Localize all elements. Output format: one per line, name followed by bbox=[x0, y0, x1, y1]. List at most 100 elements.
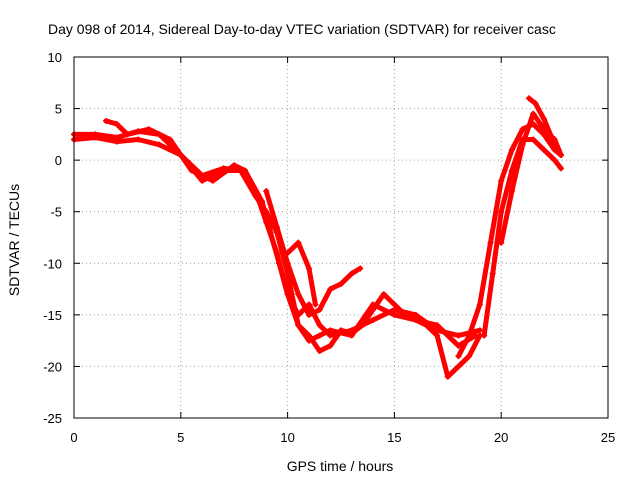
data-point-prn-c-22 bbox=[391, 301, 398, 308]
data-point-prn-c-11 bbox=[276, 260, 283, 267]
y-tick-label-0: 10 bbox=[48, 50, 62, 65]
data-point-prn-c-12 bbox=[284, 291, 291, 298]
data-point-prn-c-23 bbox=[402, 311, 409, 318]
x-tick-label-3: 15 bbox=[387, 430, 401, 445]
y-axis-ticks: 10 5 0 -5 -10 -15 -20 -25 bbox=[43, 50, 608, 426]
data-point-prn-b-22 bbox=[455, 342, 462, 349]
data-point-prn-c-17 bbox=[338, 327, 344, 334]
data-point-prn-f-5 bbox=[508, 146, 515, 153]
series-line-prn-f bbox=[456, 121, 564, 359]
data-point-prn-h-3 bbox=[530, 110, 537, 117]
y-tick-label-3: -5 bbox=[50, 205, 62, 220]
data-point-prn-a-18 bbox=[370, 317, 377, 324]
data-point-prn-a-16 bbox=[327, 332, 334, 339]
y-axis-label: SDTVAR / TECUs bbox=[6, 184, 22, 296]
data-point-prn-c-21 bbox=[380, 291, 387, 298]
data-point-prn-c-27 bbox=[444, 373, 451, 380]
data-point-prn-a-20 bbox=[412, 311, 419, 318]
data-point-prn-a-4 bbox=[156, 141, 163, 148]
data-point-prn-d-6 bbox=[327, 286, 334, 293]
data-point-prn-c-8 bbox=[241, 167, 248, 174]
series-line-prn-g bbox=[481, 137, 564, 338]
y-tick-label-5: -15 bbox=[43, 308, 62, 323]
data-point-prn-c-4 bbox=[167, 136, 174, 143]
data-point-prn-d-1 bbox=[273, 224, 280, 231]
data-point-prn-g-7 bbox=[551, 157, 558, 164]
data-point-prn-c-24 bbox=[412, 317, 419, 324]
data-point-prn-e-1 bbox=[295, 239, 302, 246]
data-point-prn-f-6 bbox=[519, 126, 526, 133]
data-point-prn-g-0 bbox=[481, 332, 488, 339]
y-tick-label-1: 5 bbox=[55, 102, 62, 117]
data-point-prn-c-25 bbox=[423, 322, 430, 329]
data-point-prn-i-2 bbox=[540, 115, 547, 122]
data-point-prn-h-1 bbox=[508, 188, 515, 195]
data-point-prn-d-0 bbox=[263, 188, 270, 195]
data-point-prn-c-14 bbox=[305, 332, 312, 339]
series-line-prn-e bbox=[285, 240, 318, 307]
data-point-prn-c-26 bbox=[434, 332, 441, 339]
data-point-prn-c-13 bbox=[295, 322, 302, 329]
data-point-prn-c-3 bbox=[145, 126, 152, 133]
y-tick-label-7: -25 bbox=[43, 411, 62, 426]
y-tick-label-4: -10 bbox=[43, 256, 62, 271]
data-point-prn-e-3 bbox=[312, 301, 319, 308]
data-point-prn-c-1 bbox=[113, 121, 120, 128]
data-point-prn-f-4 bbox=[498, 177, 505, 184]
data-point-prn-g-6 bbox=[540, 146, 547, 153]
data-point-prn-d-2 bbox=[284, 260, 291, 267]
data-point-prn-c-9 bbox=[258, 198, 265, 205]
data-point-prn-c-0 bbox=[103, 117, 110, 124]
data-point-prn-c-19 bbox=[359, 322, 366, 329]
data-point-prn-f-1 bbox=[466, 332, 473, 339]
series-line-prn-d bbox=[263, 188, 363, 318]
x-axis-ticks: 0 5 10 15 20 25 bbox=[70, 57, 615, 445]
data-point-prn-a-6 bbox=[199, 177, 206, 184]
data-point-prn-c-18 bbox=[348, 330, 355, 337]
data-point-prn-g-3 bbox=[508, 167, 515, 174]
data-point-prn-b-19 bbox=[391, 311, 398, 318]
data-point-prn-b-15 bbox=[316, 332, 323, 339]
x-tick-label-2: 10 bbox=[280, 430, 294, 445]
data-point-prn-c-15 bbox=[316, 347, 323, 354]
chart-title: Day 098 of 2014, Sidereal Day-to-day VTE… bbox=[48, 21, 556, 37]
data-point-prn-c-2 bbox=[124, 131, 131, 138]
data-point-prn-g-5 bbox=[530, 136, 537, 143]
data-point-prn-d-7 bbox=[338, 280, 344, 287]
data-point-prn-d-8 bbox=[348, 270, 355, 277]
data-point-prn-h-2 bbox=[519, 141, 526, 148]
y-tick-label-6: -20 bbox=[43, 359, 62, 374]
data-point-prn-b-21 bbox=[434, 322, 441, 329]
data-point-prn-c-7 bbox=[231, 162, 238, 169]
data-point-prn-f-3 bbox=[487, 239, 494, 246]
data-point-prn-c-29 bbox=[466, 353, 473, 360]
data-point-prn-c-10 bbox=[267, 229, 274, 236]
x-axis-label: GPS time / hours bbox=[287, 458, 394, 474]
series-layer bbox=[71, 95, 565, 380]
data-point-prn-a-15 bbox=[316, 322, 323, 329]
data-point-prn-c-28 bbox=[455, 363, 462, 370]
data-point-prn-a-23 bbox=[476, 327, 483, 334]
y-tick-label-2: 0 bbox=[55, 153, 62, 168]
data-point-prn-d-4 bbox=[305, 311, 312, 318]
data-point-prn-a-3 bbox=[135, 136, 142, 143]
x-tick-label-5: 25 bbox=[601, 430, 615, 445]
x-tick-label-1: 5 bbox=[177, 430, 184, 445]
gridlines bbox=[74, 57, 608, 418]
data-point-prn-i-0 bbox=[525, 95, 532, 102]
data-point-prn-d-9 bbox=[357, 265, 364, 272]
data-point-prn-a-22 bbox=[455, 332, 462, 339]
x-tick-label-4: 20 bbox=[494, 430, 508, 445]
data-point-prn-d-3 bbox=[295, 291, 302, 298]
data-point-prn-i-4 bbox=[558, 151, 565, 158]
data-point-prn-i-3 bbox=[549, 136, 556, 143]
data-point-prn-b-16 bbox=[327, 327, 334, 334]
data-point-prn-f-2 bbox=[476, 301, 483, 308]
data-point-prn-a-14 bbox=[305, 301, 312, 308]
data-point-prn-i-1 bbox=[532, 100, 539, 107]
data-point-prn-c-16 bbox=[327, 342, 334, 349]
data-point-prn-b-1 bbox=[92, 131, 99, 138]
data-point-prn-h-0 bbox=[498, 239, 505, 246]
data-point-prn-g-8 bbox=[558, 165, 565, 172]
